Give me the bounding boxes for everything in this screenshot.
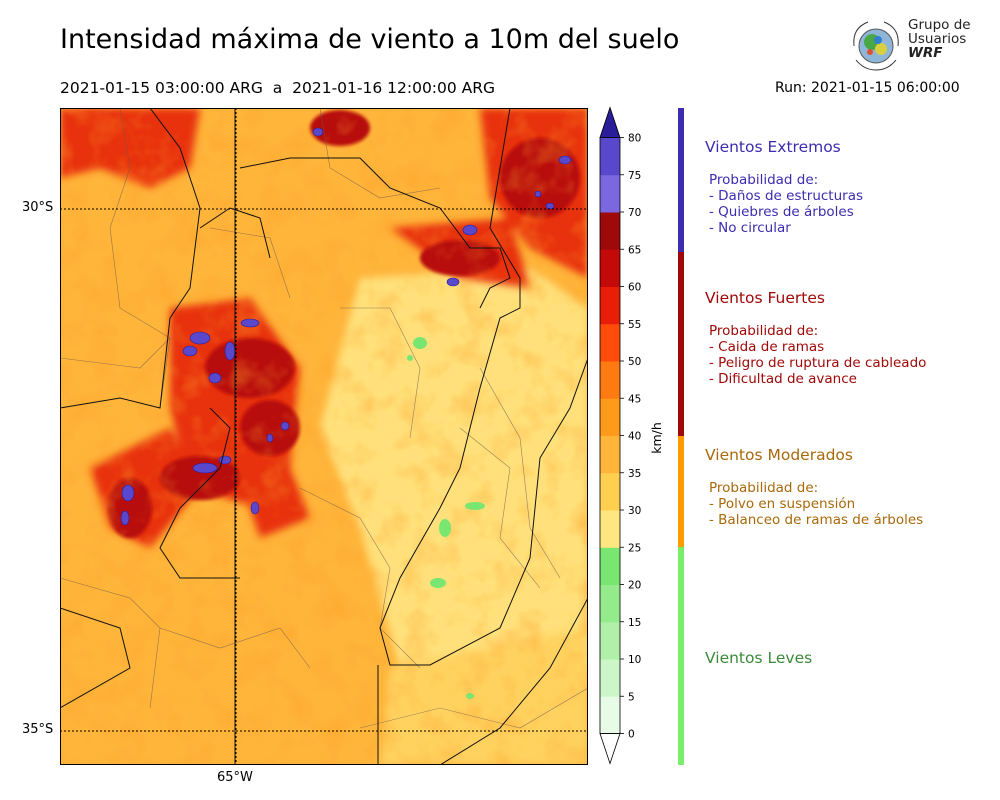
map-texture [60,108,588,765]
category-line: - Dificultad de avance [709,371,857,387]
category-title: Vientos Extremos [705,138,841,156]
colorbar-tick-label: 45 [628,393,641,405]
legend-bar-moderate [678,436,684,547]
colorbar-band [600,472,620,511]
logo-line-1: Grupo de [908,17,971,33]
colorbar-band [600,361,620,399]
colorbar-band [600,398,620,436]
logo-line-3: WRF [908,45,943,61]
legend-bar-light [678,547,684,765]
colorbar: 0 5 10 15 20 25 30 35 40 45 50 55 60 65 70 75 80 km/h [599,106,664,765]
colorbar-tick-label: 5 [628,691,635,703]
category-line: - Polvo en suspensión [709,496,856,512]
category-line: Probabilidad de: [709,480,819,496]
colorbar-band [600,659,620,697]
category-title: Vientos Moderados [705,446,853,464]
colorbar-tick-label: 10 [628,654,641,666]
colorbar-tick-label: 35 [628,468,641,480]
colorbar-unit-label: km/h [649,422,664,454]
wind-map [60,108,588,765]
colorbar-tick-label: 80 [628,133,641,145]
colorbar-band [600,137,620,176]
lat-label-35s: 35°S [22,722,54,737]
colorbar-band [600,547,620,585]
legend-bar-extreme [678,108,684,252]
colorbar-band [600,435,620,474]
category-light: Vientos Leves [705,649,812,683]
category-line: - Peligro de ruptura de cableado [709,355,927,371]
colorbar-arrow-bottom [599,733,621,765]
colorbar-tick-label: 0 [628,729,635,741]
logo-text: Grupo de Usuarios WRF [908,18,971,60]
colorbar-band [600,323,620,362]
category-line: Probabilidad de: [709,323,819,339]
wrf-logo: Grupo de Usuarios WRF [848,16,973,76]
category-title: Vientos Fuertes [705,289,825,307]
colorbar-tick-label: 15 [628,617,641,629]
category-title: Vientos Leves [705,649,813,667]
category-strong: Vientos Fuertes Probabilidad de: - Caida… [705,289,926,387]
colorbar-tick-label: 25 [628,542,641,554]
colorbar-tick-label: 50 [628,356,641,368]
category-desc: Probabilidad de: - Daños de estructuras … [705,172,863,236]
category-line: - Quiebres de árboles [709,204,854,220]
category-desc: Probabilidad de: - Caida de ramas - Peli… [705,323,926,387]
colorbar-band [600,584,620,623]
category-desc: Probabilidad de: - Polvo en suspensión -… [705,480,923,528]
category-line: - Daños de estructuras [709,188,864,204]
colorbar-band [600,212,620,250]
globe-logo-icon [853,21,899,71]
colorbar-band [600,174,620,213]
colorbar-tick-label: 60 [628,282,641,294]
map-title: Intensidad máxima de viento a 10m del su… [60,24,680,55]
category-line: - No circular [709,220,791,236]
map-boundaries [60,108,588,765]
category-line: - Balanceo de ramas de árboles [709,512,924,528]
colorbar-tick-label: 65 [628,244,641,256]
forecast-period: 2021-01-15 03:00:00 ARG a 2021-01-16 12:… [60,79,496,97]
category-line: Probabilidad de: [709,172,819,188]
map-frame [60,108,588,765]
category-extreme: Vientos Extremos Probabilidad de: - Daño… [705,138,863,236]
colorbar-tick-label: 75 [628,170,641,182]
colorbar-tick-label: 20 [628,580,641,592]
category-moderate: Vientos Moderados Probabilidad de: - Pol… [705,446,923,528]
legend-bar-strong [678,252,684,436]
colorbar-tick-label: 70 [628,207,641,219]
lat-label-30s: 30°S [22,200,54,215]
lon-label-65w: 65°W [217,770,253,785]
colorbar-arrow-top [599,106,621,138]
colorbar-tick-label: 40 [628,431,641,443]
category-line: - Caida de ramas [709,339,825,355]
colorbar-band [600,621,620,660]
colorbar-band [600,286,620,325]
colorbar-tick-label: 30 [628,505,641,517]
colorbar-band [600,510,620,548]
map-graticule [60,108,588,765]
map-light-wind-spots [407,337,485,699]
colorbar-band [600,696,620,734]
colorbar-band [600,249,620,287]
colorbar-tick-label: 55 [628,319,641,331]
map-department-lines [60,108,588,729]
logo-line-2: Usuarios [908,31,967,47]
run-time: Run: 2021-01-15 06:00:00 [775,80,960,96]
